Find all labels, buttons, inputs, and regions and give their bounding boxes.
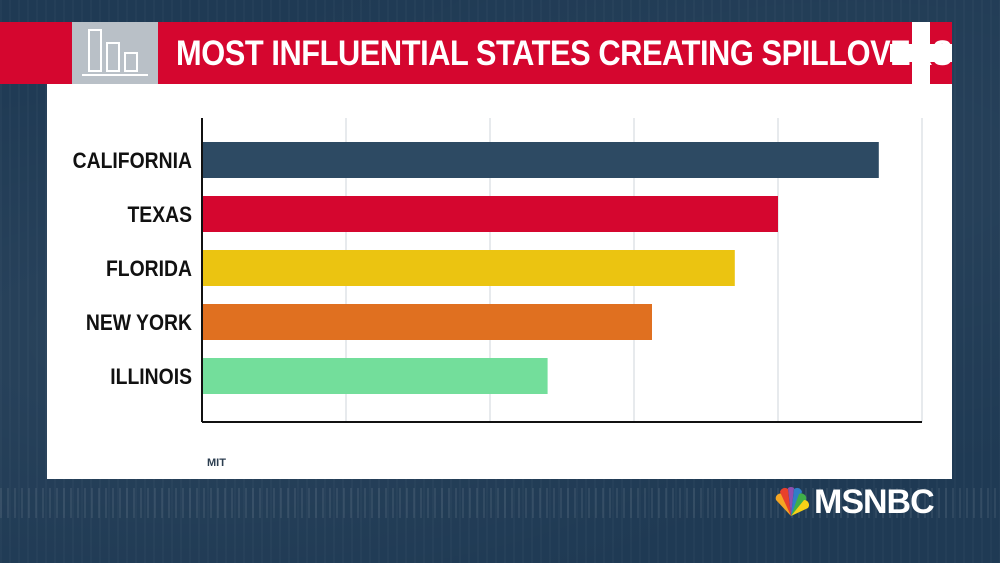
- background-dot-strip: [0, 488, 1000, 518]
- bar-chart-icon: [72, 22, 158, 84]
- bar-california: [202, 142, 879, 178]
- bar-florida: [202, 250, 735, 286]
- header-bar: [0, 22, 952, 84]
- network-logo-text: MSNBC: [814, 483, 935, 521]
- bar-texas: [202, 196, 778, 232]
- page-title: MOST INFLUENTIAL STATES CREATING SPILLOV…: [176, 34, 953, 73]
- category-label: ILLINOIS: [110, 365, 192, 389]
- category-label: CALIFORNIA: [73, 149, 192, 173]
- category-label: TEXAS: [127, 203, 192, 227]
- peacock-logo: [775, 487, 809, 516]
- bar-illinois: [202, 358, 548, 394]
- source-label: MIT: [207, 457, 226, 469]
- plus-icon: [890, 22, 952, 84]
- category-label: FLORIDA: [106, 257, 192, 281]
- bar-new-york: [202, 304, 652, 340]
- category-label: NEW YORK: [86, 311, 192, 335]
